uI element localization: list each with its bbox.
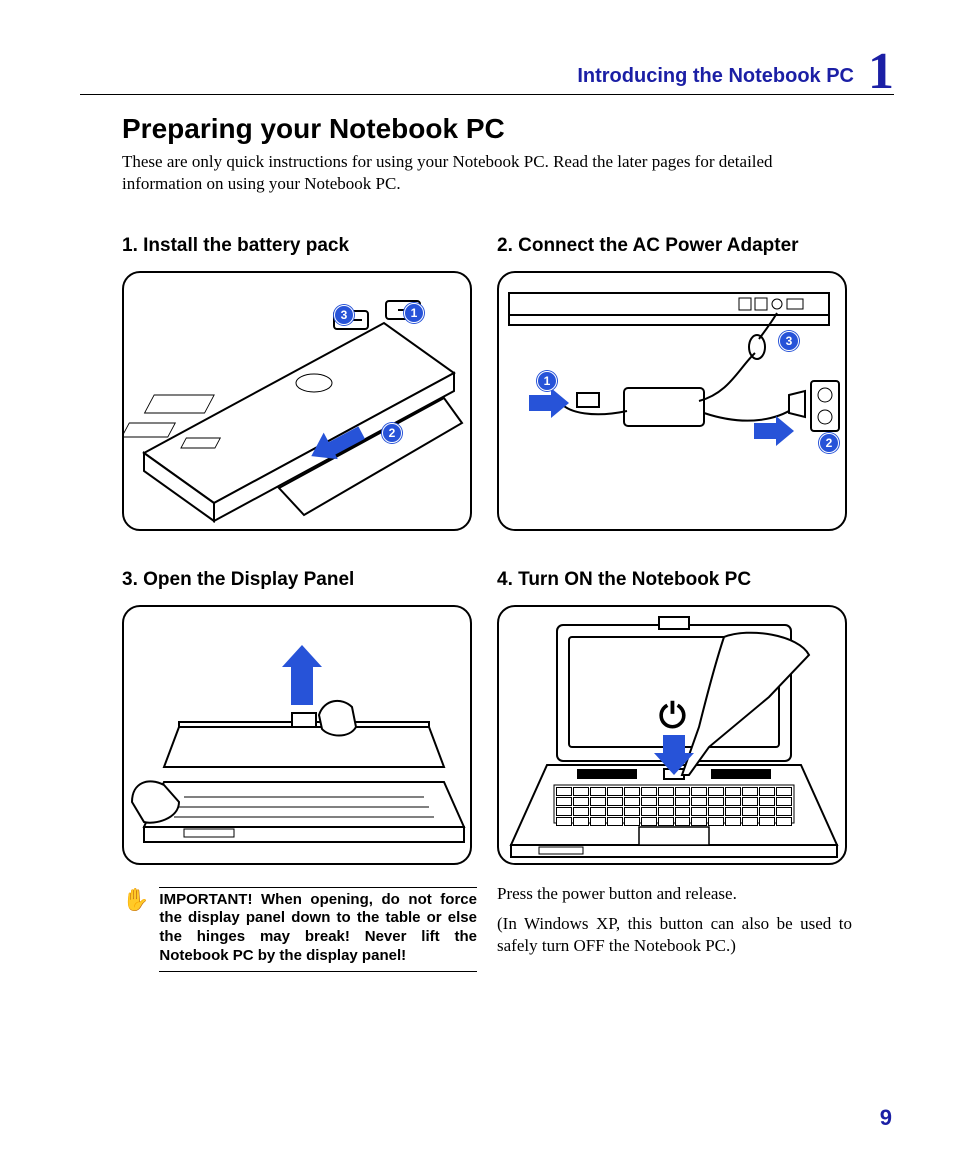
- figure-install-battery: 1 2 3: [122, 271, 472, 531]
- page-header: Introducing the Notebook PC 1: [80, 45, 894, 88]
- intro-paragraph: These are only quick instructions for us…: [122, 151, 852, 195]
- callout-2-badge: 2: [382, 423, 402, 443]
- arrow-down-icon: [663, 735, 685, 757]
- page-title: Preparing your Notebook PC: [122, 113, 852, 145]
- callout-3-badge: 3: [334, 305, 354, 325]
- steps-grid: 1. Install the battery pack: [80, 235, 894, 972]
- step4-line2: (In Windows XP, this button can also be …: [497, 913, 852, 957]
- power-symbol-icon: ⏻: [659, 697, 686, 736]
- page-number: 9: [880, 1105, 892, 1131]
- keyboard-icon: [556, 787, 792, 826]
- figure-open-display: [122, 605, 472, 865]
- hand-stop-icon: ✋: [122, 887, 149, 972]
- step-1-heading: 1. Install the battery pack: [122, 235, 477, 257]
- step-1: 1. Install the battery pack: [122, 235, 477, 531]
- callout-2-badge: 2: [819, 433, 839, 453]
- step-3-heading: 3. Open the Display Panel: [122, 569, 477, 591]
- callout-3-badge: 3: [779, 331, 799, 351]
- step-4-heading: 4. Turn ON the Notebook PC: [497, 569, 852, 591]
- arrow-up-icon: [291, 663, 313, 705]
- document-page: Introducing the Notebook PC 1 Preparing …: [0, 0, 954, 1155]
- important-note: ✋ IMPORTANT! When opening, do not force …: [122, 887, 477, 972]
- figure-ac-adapter: 1 2 3: [497, 271, 847, 531]
- arrow-1-icon: [529, 395, 555, 411]
- arrow-2-icon: [754, 423, 780, 439]
- header-divider: [80, 94, 894, 95]
- header-title: Introducing the Notebook PC: [577, 65, 854, 88]
- step-2: 2. Connect the AC Power Adapter: [497, 235, 852, 531]
- callout-1-badge: 1: [537, 371, 557, 391]
- figure-turn-on: ⏻: [497, 605, 847, 865]
- step4-line1: Press the power button and release.: [497, 883, 852, 905]
- chapter-number: 1: [868, 51, 894, 93]
- step-2-heading: 2. Connect the AC Power Adapter: [497, 235, 852, 257]
- step-3: 3. Open the Display Panel: [122, 569, 477, 972]
- callout-1-badge: 1: [404, 303, 424, 323]
- important-note-text: IMPORTANT! When opening, do not force th…: [159, 887, 477, 972]
- step-4: 4. Turn ON the Notebook PC: [497, 569, 852, 972]
